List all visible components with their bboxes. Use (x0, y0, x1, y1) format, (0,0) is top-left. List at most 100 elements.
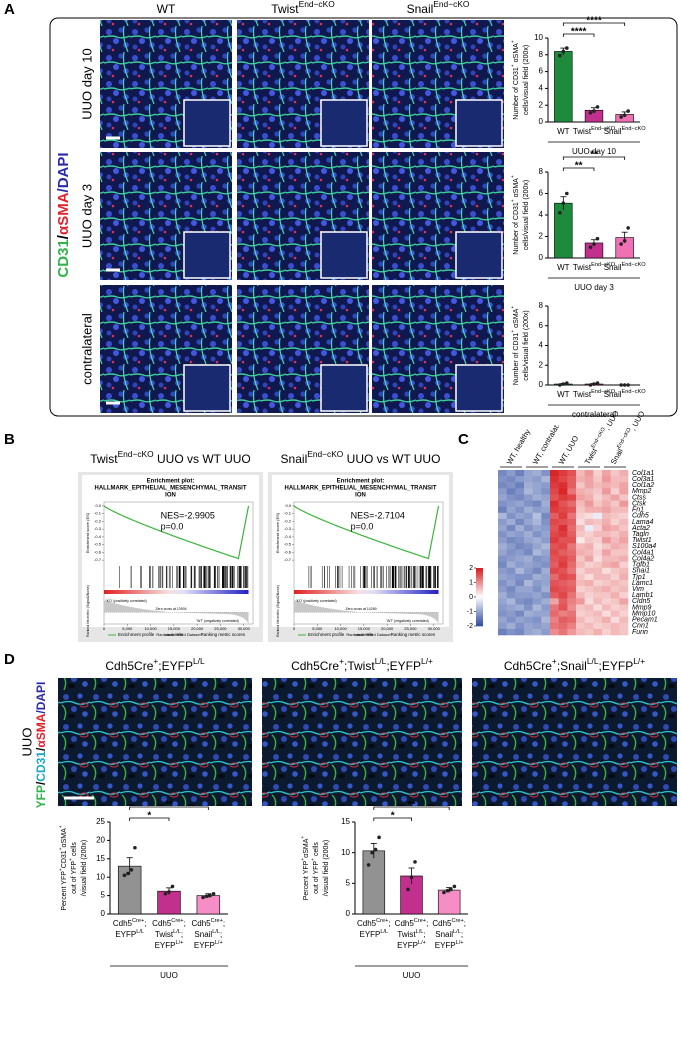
data-point (413, 860, 417, 864)
heatmap-cell (498, 622, 507, 630)
heatmap-cell (541, 616, 551, 624)
heatmap-cell (532, 543, 542, 550)
heatmap-cell (610, 531, 620, 538)
text-part: αSMA (513, 43, 520, 64)
heatmap-cell (524, 531, 533, 538)
heatmap-cell (532, 622, 542, 630)
heatmap-cell (558, 561, 568, 569)
y-axis-label: out of YFP+ cells (311, 842, 319, 894)
colorbar-segment (476, 606, 483, 609)
heatmap-cell (584, 470, 594, 477)
heatmap-cell (506, 580, 516, 587)
data-point (204, 894, 209, 899)
x-tick-label: EYFPL/+ (397, 940, 426, 950)
heatmap-cell (584, 500, 594, 507)
text-part: cells/visual field (200x) (523, 180, 530, 250)
row-label: Lamb1 (632, 592, 654, 599)
x-axis-label: UUO day 3 (574, 283, 614, 292)
text-part: Snail (604, 263, 622, 272)
data-point (626, 383, 630, 387)
text-part: + (511, 306, 516, 309)
heatmap-cell (602, 500, 611, 507)
text-part: Twist (573, 263, 592, 272)
heatmap-cell (602, 598, 611, 605)
colorbar-label: 2 (469, 565, 473, 572)
heatmap-cell (515, 500, 525, 507)
heatmap-cell (567, 561, 577, 569)
metric-area (104, 600, 249, 624)
y-tick-label: 8 (539, 167, 544, 176)
column-header: WT (157, 2, 176, 16)
data-point (370, 850, 374, 855)
heatmap-cell (584, 512, 594, 520)
heatmap-cell (576, 537, 585, 544)
text-part: + (301, 858, 306, 861)
data-point (201, 895, 205, 900)
text-part: Twist (271, 2, 299, 16)
heatmap-cell (506, 592, 516, 599)
colorbar-segment (476, 598, 483, 602)
heatmap-cell (576, 512, 585, 520)
y-tick-label: 8 (539, 50, 544, 59)
heatmap-cell (541, 531, 551, 538)
text-part: UUO vs WT UUO (154, 452, 251, 466)
enrichment-title: ION (165, 493, 176, 499)
plot-title: SnailEnd−cKO UUO vs WT UUO (281, 449, 441, 466)
heatmap-cell (506, 598, 516, 605)
heatmap-cell (550, 476, 559, 483)
heatmap-cell (558, 604, 568, 611)
heatmap-cell (524, 537, 533, 544)
heatmap-cell (619, 518, 629, 526)
heatmap-cell (584, 488, 594, 495)
heatmap-cell (550, 525, 559, 532)
heatmap-cell (532, 567, 542, 575)
y-tick-label: 15 (96, 854, 105, 863)
heatmap-cell (524, 518, 533, 526)
heatmap-cell (610, 518, 620, 526)
data-point (558, 53, 562, 58)
heatmap-cell (506, 537, 516, 544)
text-part: Cre+ (211, 918, 223, 924)
text-part: End−cKO (622, 389, 647, 395)
y-axis-label: /visual field (200x) (81, 840, 88, 896)
row-label: Lamc1 (632, 580, 653, 587)
significance-label: **** (571, 27, 587, 38)
heatmap-cell (602, 567, 611, 575)
heatmap-cell (567, 488, 577, 495)
heatmap-cell (619, 622, 629, 630)
heatmap-cell (532, 555, 542, 562)
legend-label: Enrichment profile (118, 632, 155, 637)
x-tick-label: Cdh5Cre+; (432, 918, 466, 928)
heatmap-cell (593, 598, 603, 605)
heatmap-cell (506, 494, 516, 501)
heatmap-cell (584, 586, 594, 593)
heatmap-cell (524, 549, 533, 556)
heatmap-cell (567, 494, 577, 501)
text-part: ;Twist (344, 659, 375, 673)
heatmap-cell (498, 561, 507, 569)
heatmap-cell (515, 482, 525, 489)
colorbar-segment (476, 573, 483, 577)
heatmap-cell (602, 476, 611, 483)
heatmap-cell (576, 470, 585, 477)
text-part: L/L (416, 929, 424, 935)
heatmap-cell (558, 555, 568, 562)
heatmap-cell (532, 494, 542, 501)
heatmap-cell (584, 494, 594, 501)
heatmap-cell (576, 573, 585, 581)
heatmap-cell (602, 549, 611, 556)
y-tick-label: 6 (539, 67, 544, 76)
heatmap-cell (593, 476, 603, 483)
data-point (588, 383, 593, 387)
y-axis-label: Percent YFP+CD31+αSMA+ (59, 825, 67, 910)
heatmap-cell (619, 506, 629, 514)
x-tick-label: SnailL/L; (435, 929, 463, 939)
data-point (558, 211, 562, 215)
heatmap-cell (593, 549, 603, 556)
heatmap-cell (550, 567, 559, 575)
heatmap-cell (524, 592, 533, 599)
y-axis-label: out of YFP+ cells (69, 842, 77, 894)
metric-area (294, 600, 439, 624)
text-part: Cdh5Cre (105, 659, 153, 673)
